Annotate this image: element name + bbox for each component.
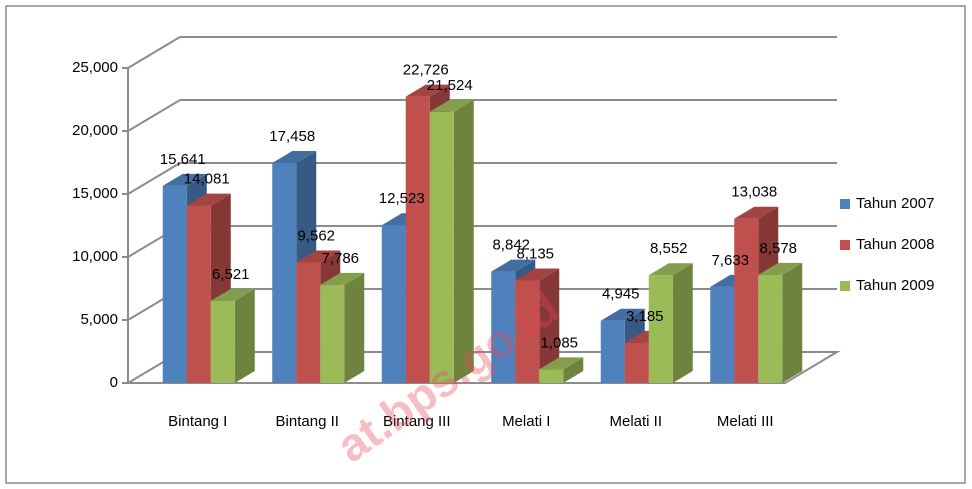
data-label: 14,081 <box>184 171 230 188</box>
bar-side <box>672 263 693 383</box>
bar-side <box>453 99 474 383</box>
bar <box>320 284 345 383</box>
data-label: 8,135 <box>516 245 554 262</box>
bar-side <box>539 268 560 383</box>
grid-line <box>127 36 181 69</box>
bar <box>296 262 321 383</box>
bar-top <box>539 357 584 370</box>
bar <box>210 300 235 383</box>
legend-swatch <box>840 240 850 250</box>
grid-line <box>127 99 181 132</box>
x-tick-label: Bintang II <box>276 413 339 430</box>
y-tick-label: 25,000 <box>72 59 118 76</box>
bar <box>515 280 540 383</box>
data-label: 7,786 <box>321 250 359 267</box>
bar-top <box>210 288 255 301</box>
data-label: 13,038 <box>731 184 777 201</box>
legend-label: Tahun 2009 <box>856 277 934 294</box>
bar <box>710 286 735 383</box>
bar-top <box>296 250 341 263</box>
data-label: 9,562 <box>297 227 335 244</box>
bar-top <box>491 259 536 272</box>
bar <box>624 342 649 383</box>
x-tick-label: Bintang I <box>168 413 227 430</box>
x-tick-label: Melati II <box>609 413 662 430</box>
bar-top <box>162 173 207 186</box>
x-tick-label: Melati III <box>717 413 774 430</box>
data-label: 8,552 <box>650 240 688 257</box>
bar-top <box>734 206 779 219</box>
bar-top <box>405 84 450 97</box>
y-tick-label: 0 <box>110 374 118 391</box>
y-tick-label: 10,000 <box>72 248 118 265</box>
data-label: 4,945 <box>602 286 640 303</box>
bar-top <box>186 193 231 206</box>
y-tick-label: 20,000 <box>72 122 118 139</box>
data-label: 15,641 <box>160 151 206 168</box>
bar <box>186 205 211 383</box>
legend-swatch <box>840 199 850 209</box>
x-tick-label: Melati I <box>502 413 550 430</box>
bar-side <box>563 357 584 383</box>
legend-label: Tahun 2007 <box>856 195 934 212</box>
bar-top <box>648 263 693 276</box>
bar-top <box>320 272 365 285</box>
bar-top <box>429 99 474 112</box>
bar <box>758 274 783 383</box>
bar <box>381 225 406 383</box>
bar-side <box>782 262 803 383</box>
y-tick-label: 5,000 <box>80 311 118 328</box>
x-tick-label: Bintang III <box>383 413 451 430</box>
bar <box>648 275 673 383</box>
data-label: 8,578 <box>759 240 797 257</box>
bar <box>429 111 454 383</box>
bar-top <box>515 268 560 281</box>
data-label: 22,726 <box>403 62 449 79</box>
data-label: 21,524 <box>427 77 473 94</box>
bar <box>600 320 625 383</box>
bar-side <box>234 288 255 383</box>
data-label: 1,085 <box>540 334 578 351</box>
bar-top <box>272 151 317 164</box>
bar-top <box>600 308 645 321</box>
bar-top <box>758 262 803 275</box>
data-label: 8,842 <box>492 237 530 254</box>
legend-label: Tahun 2008 <box>856 236 934 253</box>
bar <box>272 163 297 383</box>
data-label: 6,521 <box>212 266 250 283</box>
bar-side <box>344 272 365 383</box>
data-label: 7,633 <box>711 252 749 269</box>
y-tick-label: 15,000 <box>72 185 118 202</box>
data-label: 3,185 <box>626 308 664 325</box>
bar <box>405 96 430 383</box>
bar <box>491 271 516 383</box>
data-label: 17,458 <box>269 128 315 145</box>
legend-swatch <box>840 281 850 291</box>
bar <box>162 185 187 383</box>
data-label: 12,523 <box>379 190 425 207</box>
bar <box>734 218 759 383</box>
bar <box>539 369 564 383</box>
grid-line <box>127 162 181 195</box>
